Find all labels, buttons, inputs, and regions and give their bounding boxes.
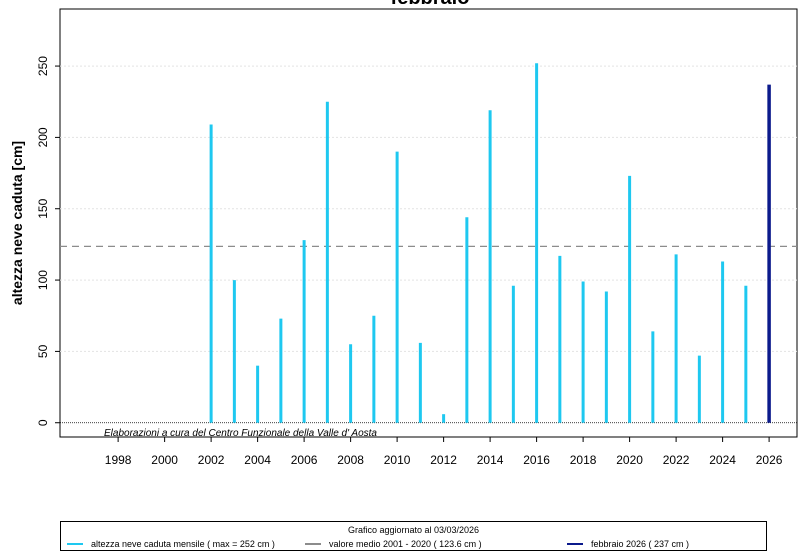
- y-tick-label: 0: [36, 419, 50, 426]
- y-axis-title: altezza neve caduta [cm]: [9, 141, 25, 305]
- x-tick-label: 2010: [384, 453, 411, 467]
- legend-entry-monthly: altezza neve caduta mensile ( max = 252 …: [67, 538, 275, 550]
- x-tick-label: 2016: [523, 453, 550, 467]
- legend-swatch-monthly: [67, 543, 83, 545]
- plot-frame: [59, 8, 798, 438]
- x-tick-label: 2008: [337, 453, 364, 467]
- y-axis: 0 50 100 150 200 250: [36, 56, 60, 426]
- legend-label-monthly: altezza neve caduta mensile ( max = 252 …: [91, 539, 275, 549]
- grid-lines: [60, 65, 797, 352]
- y-tick-label: 50: [36, 344, 50, 358]
- chart-title: febbraio: [391, 0, 470, 9]
- y-tick-label: 250: [36, 56, 50, 76]
- x-tick-label: 2006: [291, 453, 318, 467]
- x-tick-label: 2020: [616, 453, 643, 467]
- x-tick-label: 1998: [105, 453, 132, 467]
- x-tick-label: 2022: [663, 453, 690, 467]
- legend-entry-mean: valore medio 2001 - 2020 ( 123.6 cm ): [305, 538, 482, 550]
- legend-entry-current: febbraio 2026 ( 237 cm ): [567, 538, 689, 550]
- legend-swatch-current: [567, 543, 583, 545]
- x-tick-label: 2000: [151, 453, 178, 467]
- x-tick-label: 2026: [756, 453, 783, 467]
- x-tick-label: 2024: [709, 453, 736, 467]
- y-tick-label: 100: [36, 270, 50, 290]
- x-axis: 1998 2000 2002 2004 2006 2008 2010 2012 2014 2016…: [105, 437, 783, 467]
- legend-swatch-mean: [305, 543, 321, 545]
- x-tick-label: 2004: [244, 453, 271, 467]
- x-tick-label: 2018: [570, 453, 597, 467]
- bars: [209, 63, 771, 423]
- legend-label-current: febbraio 2026 ( 237 cm ): [591, 539, 690, 549]
- y-tick-label: 150: [36, 198, 50, 218]
- legend-label-mean: valore medio 2001 - 2020 ( 123.6 cm ): [329, 539, 482, 549]
- legend-header: Grafico aggiornato al 03/03/2026: [347, 525, 480, 535]
- x-tick-label: 2014: [477, 453, 504, 467]
- x-tick-label: 2002: [198, 453, 225, 467]
- credit-note: Elaborazioni a cura del Centro Funzional…: [104, 428, 377, 439]
- x-tick-label: 2012: [430, 453, 457, 467]
- legend: Grafico aggiornato al 03/03/2026 altezza…: [60, 521, 767, 551]
- y-tick-label: 200: [36, 127, 50, 147]
